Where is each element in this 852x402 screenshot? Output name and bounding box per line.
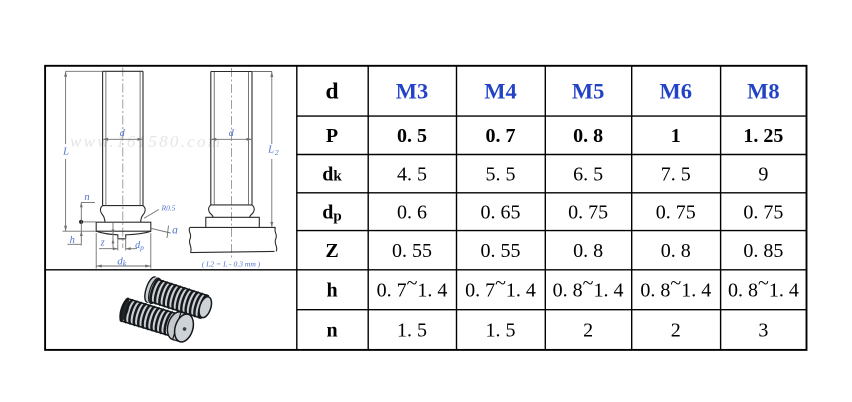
svg-text:9: 9 <box>758 164 768 186</box>
svg-text:a: a <box>172 225 178 237</box>
svg-text:z: z <box>100 237 105 248</box>
svg-text:0. 65: 0. 65 <box>481 202 521 224</box>
svg-text:0. 7: 0. 7 <box>486 125 516 147</box>
svg-text:0. 5: 0. 5 <box>397 125 427 147</box>
svg-text:0. 55: 0. 55 <box>481 240 521 262</box>
svg-text:7. 5: 7. 5 <box>661 164 691 186</box>
svg-text:1: 1 <box>671 125 681 147</box>
svg-text:M3: M3 <box>396 78 429 103</box>
svg-text:0. 75: 0. 75 <box>743 202 783 224</box>
svg-text:P: P <box>326 125 338 147</box>
svg-text:L: L <box>267 145 274 156</box>
svg-text:0. 75: 0. 75 <box>656 202 696 224</box>
svg-text:2: 2 <box>671 320 681 342</box>
svg-text:0. 8: 0. 8 <box>573 125 603 147</box>
svg-text:dk: dk <box>322 164 342 186</box>
svg-text:0. 6: 0. 6 <box>397 202 427 224</box>
svg-text:dk: dk <box>117 255 127 268</box>
svg-text:1. 5: 1. 5 <box>486 320 516 342</box>
svg-text:0. 85: 0. 85 <box>743 240 783 262</box>
svg-text:Z: Z <box>325 240 338 262</box>
svg-text:h: h <box>70 235 75 246</box>
svg-text:0. 8~1. 4: 0. 8~1. 4 <box>728 273 799 302</box>
svg-text:1. 5: 1. 5 <box>397 320 427 342</box>
svg-text:6. 5: 6. 5 <box>573 164 603 186</box>
svg-text:0. 75: 0. 75 <box>568 202 608 224</box>
svg-text:2: 2 <box>275 148 279 157</box>
svg-text:0. 8~1. 4: 0. 8~1. 4 <box>553 273 624 302</box>
svg-text:5. 5: 5. 5 <box>486 164 516 186</box>
svg-text:M5: M5 <box>572 78 605 103</box>
svg-text:h: h <box>326 280 337 302</box>
svg-text:d: d <box>325 79 338 105</box>
svg-text:www.161580.com: www.161580.com <box>70 132 220 151</box>
svg-text:d: d <box>229 128 235 139</box>
svg-text:0. 8: 0. 8 <box>573 240 603 262</box>
svg-text:n: n <box>84 192 89 203</box>
svg-text:d: d <box>120 128 126 139</box>
svg-text:M6: M6 <box>660 78 693 103</box>
svg-text:M8: M8 <box>747 78 780 103</box>
svg-text:0. 8: 0. 8 <box>661 240 691 262</box>
svg-text:3: 3 <box>758 320 768 342</box>
svg-text:0. 7~1. 4: 0. 7~1. 4 <box>377 273 448 302</box>
svg-text:dp: dp <box>135 240 144 252</box>
svg-text:dp: dp <box>322 202 341 225</box>
svg-text:0. 55: 0. 55 <box>392 240 432 262</box>
svg-text:0. 7~1. 4: 0. 7~1. 4 <box>465 273 536 302</box>
svg-text:R0.5: R0.5 <box>161 204 176 213</box>
svg-text:0. 8~1. 4: 0. 8~1. 4 <box>640 273 711 302</box>
svg-text:M4: M4 <box>484 78 517 103</box>
svg-text:1. 25: 1. 25 <box>743 125 783 147</box>
svg-text:n: n <box>326 320 337 342</box>
svg-text:( L2 = L - 0.3 mm ): ( L2 = L - 0.3 mm ) <box>202 260 261 269</box>
svg-text:4. 5: 4. 5 <box>397 164 427 186</box>
svg-text:L: L <box>62 147 69 158</box>
svg-text:2: 2 <box>583 320 593 342</box>
